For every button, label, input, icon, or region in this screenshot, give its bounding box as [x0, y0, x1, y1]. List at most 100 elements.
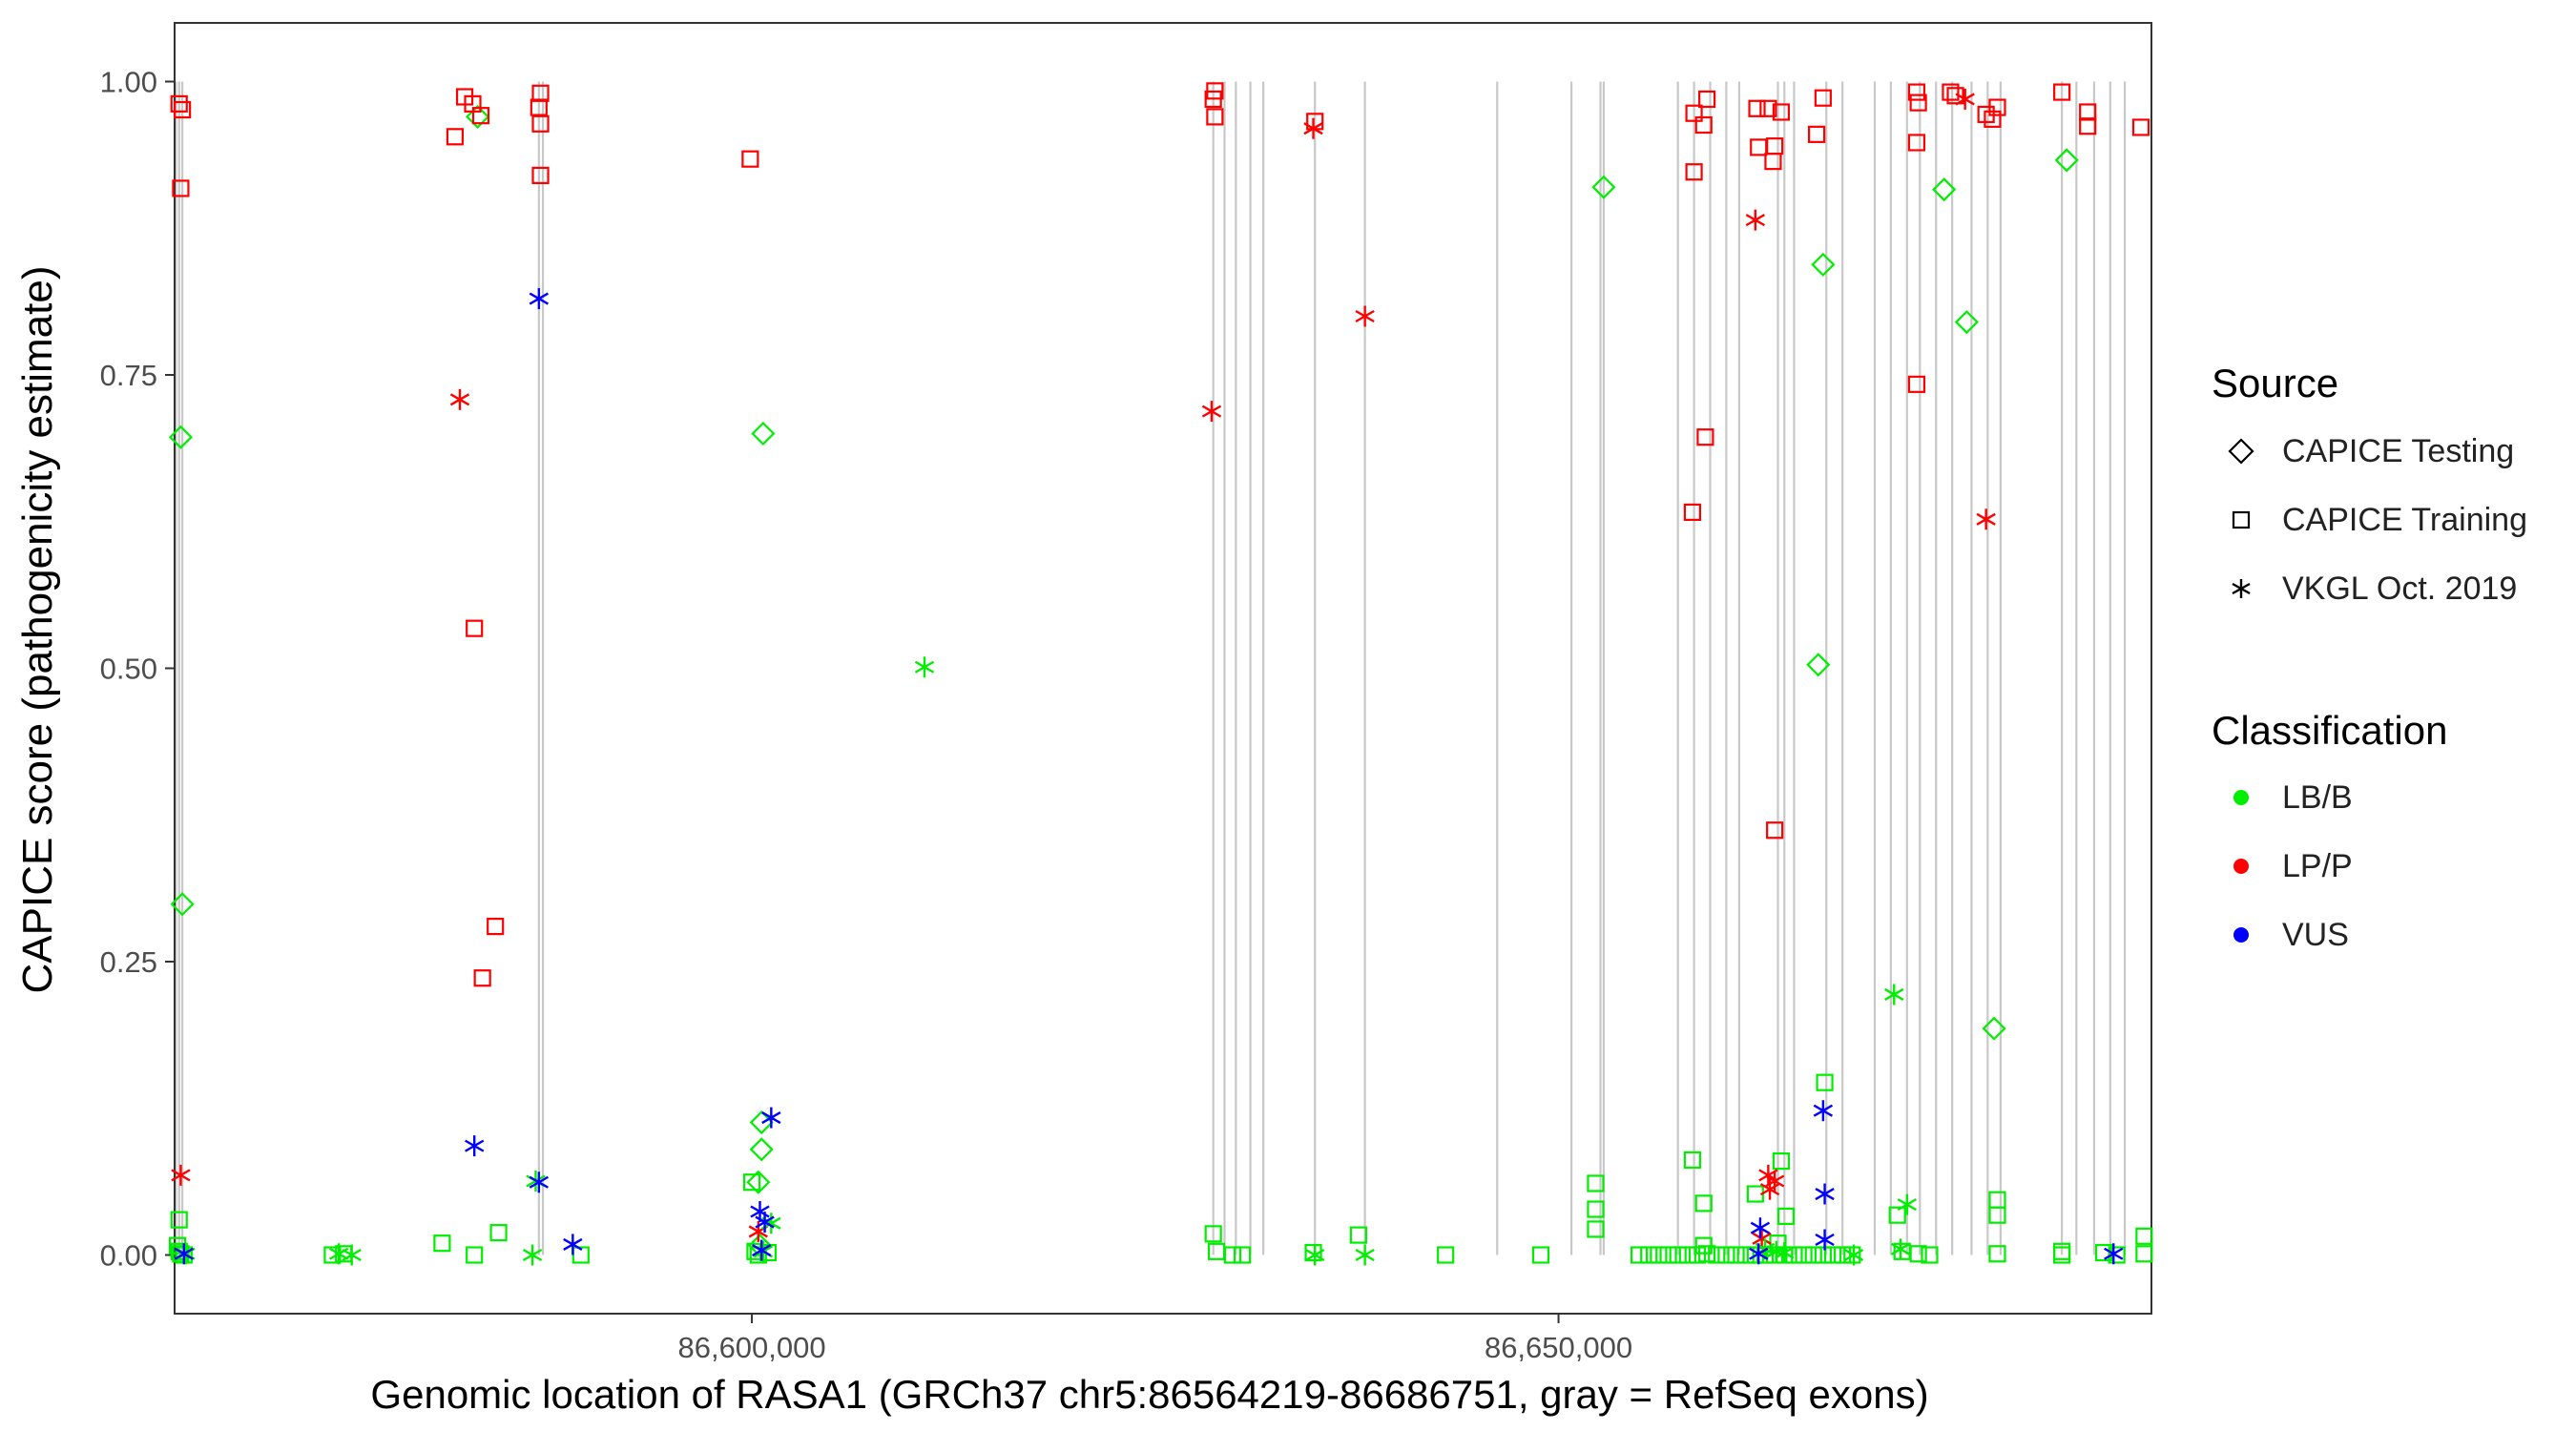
data-point-asterisk [174, 1243, 194, 1265]
data-point-asterisk [529, 1172, 550, 1193]
data-point-square [1907, 83, 1926, 101]
data-point-square [1727, 1246, 1745, 1264]
data-point-asterisk [1976, 508, 1996, 530]
data-point-square [2053, 83, 2071, 101]
diamond-icon [2219, 429, 2263, 473]
legend-label: CAPICE Training [2282, 501, 2527, 538]
data-point-square [1694, 1194, 1713, 1213]
data-point-square [1843, 1246, 1861, 1264]
data-point-square [1694, 1236, 1713, 1255]
x-tick-label: 86,600,000 [677, 1331, 825, 1364]
data-point-square [1988, 1245, 2006, 1263]
data-point-diamond [749, 1137, 774, 1162]
data-point-square [2135, 1227, 2153, 1245]
data-point-asterisk [563, 1234, 583, 1255]
data-point-square [1669, 1246, 1687, 1264]
data-point-square [2079, 117, 2097, 135]
data-point-asterisk [755, 1212, 775, 1234]
data-point-square [1650, 1246, 1668, 1264]
data-point-square [1698, 90, 1716, 109]
data-point-diamond [746, 1170, 771, 1194]
legend-label: CAPICE Testing [2282, 432, 2515, 469]
data-point-asterisk [1764, 1171, 1785, 1192]
data-point-square [1587, 1200, 1605, 1218]
data-point-square [531, 166, 550, 184]
data-point-square [1717, 1246, 1735, 1264]
data-point-square [1207, 1242, 1226, 1260]
data-point-square [1678, 1246, 1696, 1264]
data-point-square [1708, 1246, 1726, 1264]
data-point-diamond [751, 421, 776, 446]
data-point-asterisk [1775, 1242, 1795, 1264]
data-point-square [1921, 1246, 1939, 1264]
data-point-square [1234, 1246, 1252, 1264]
data-point-square [1814, 89, 1832, 107]
data-point-square [1683, 503, 1701, 522]
data-point-square [1206, 108, 1224, 126]
x-axis-label: Genomic location of RASA1 (GRCh37 chr5:8… [370, 1372, 1929, 1417]
dot-icon [2219, 776, 2263, 819]
data-point-square [172, 1245, 190, 1263]
data-point-square [2053, 1246, 2071, 1264]
data-point-square [489, 1224, 508, 1242]
data-point-square [1764, 153, 1782, 171]
legend-label: LB/B [2282, 778, 2353, 816]
data-point-square [531, 114, 550, 133]
data-point-square [1766, 137, 1784, 156]
data-point-asterisk [1759, 1178, 1780, 1200]
data-point-square [1736, 1246, 1755, 1264]
data-point-square [466, 619, 484, 637]
data-point-square [1683, 1151, 1701, 1169]
asterisk-icon [2219, 567, 2263, 611]
data-point-square [471, 107, 490, 125]
data-point-asterisk [1355, 1244, 1375, 1266]
data-point-asterisk [1897, 1193, 1917, 1215]
data-point-square [1808, 125, 1826, 143]
data-point-square [1834, 1246, 1852, 1264]
data-point-square [1988, 1191, 2006, 1209]
data-point-square [1694, 115, 1713, 135]
data-point-asterisk [1745, 209, 1766, 231]
data-point-square [2135, 1245, 2153, 1263]
data-point-square [1640, 1246, 1658, 1264]
data-point-square [1988, 98, 2006, 116]
data-point-square [1814, 1246, 1832, 1264]
data-point-square [1748, 99, 1766, 117]
data-point-asterisk [449, 388, 470, 410]
data-point-square [1772, 103, 1791, 121]
data-point-diamond [170, 892, 195, 917]
data-point-square [1988, 1206, 2006, 1224]
data-point-square [1816, 1073, 1834, 1091]
data-point-square [571, 1246, 590, 1264]
data-point-square [172, 179, 190, 197]
data-point-square [1204, 1225, 1222, 1243]
data-point-asterisk [1305, 1244, 1325, 1266]
y-tick-label: 0.00 [100, 1239, 157, 1273]
data-point-diamond [1954, 310, 1979, 335]
data-point-square [1942, 83, 1960, 101]
data-point-square [174, 100, 192, 119]
data-point-diamond [1932, 177, 1957, 202]
data-point-square [1349, 1226, 1367, 1244]
dot-icon [2219, 913, 2263, 957]
data-point-square [1685, 163, 1703, 181]
data-point-square [473, 969, 491, 987]
y-tick-label: 0.50 [100, 653, 157, 686]
square-icon [2219, 498, 2263, 542]
data-point-asterisk [529, 288, 550, 310]
data-point-asterisk [761, 1107, 781, 1129]
data-point-square [2079, 103, 2097, 121]
data-point-asterisk [465, 1135, 485, 1157]
legend-source-title: Source [2212, 361, 2339, 405]
data-point-asterisk [342, 1244, 362, 1266]
data-point-asterisk [914, 656, 935, 678]
data-point-square [1746, 1246, 1764, 1264]
data-point-asterisk [1303, 117, 1323, 139]
data-point-square [1685, 104, 1703, 122]
data-point-square [466, 1246, 484, 1264]
data-point-diamond [2054, 148, 2079, 173]
data-point-square [1776, 1207, 1796, 1226]
data-point-square [487, 917, 505, 936]
